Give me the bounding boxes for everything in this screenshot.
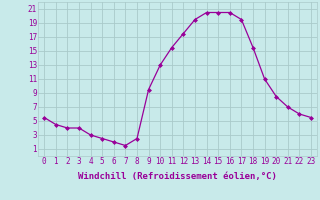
X-axis label: Windchill (Refroidissement éolien,°C): Windchill (Refroidissement éolien,°C): [78, 172, 277, 181]
